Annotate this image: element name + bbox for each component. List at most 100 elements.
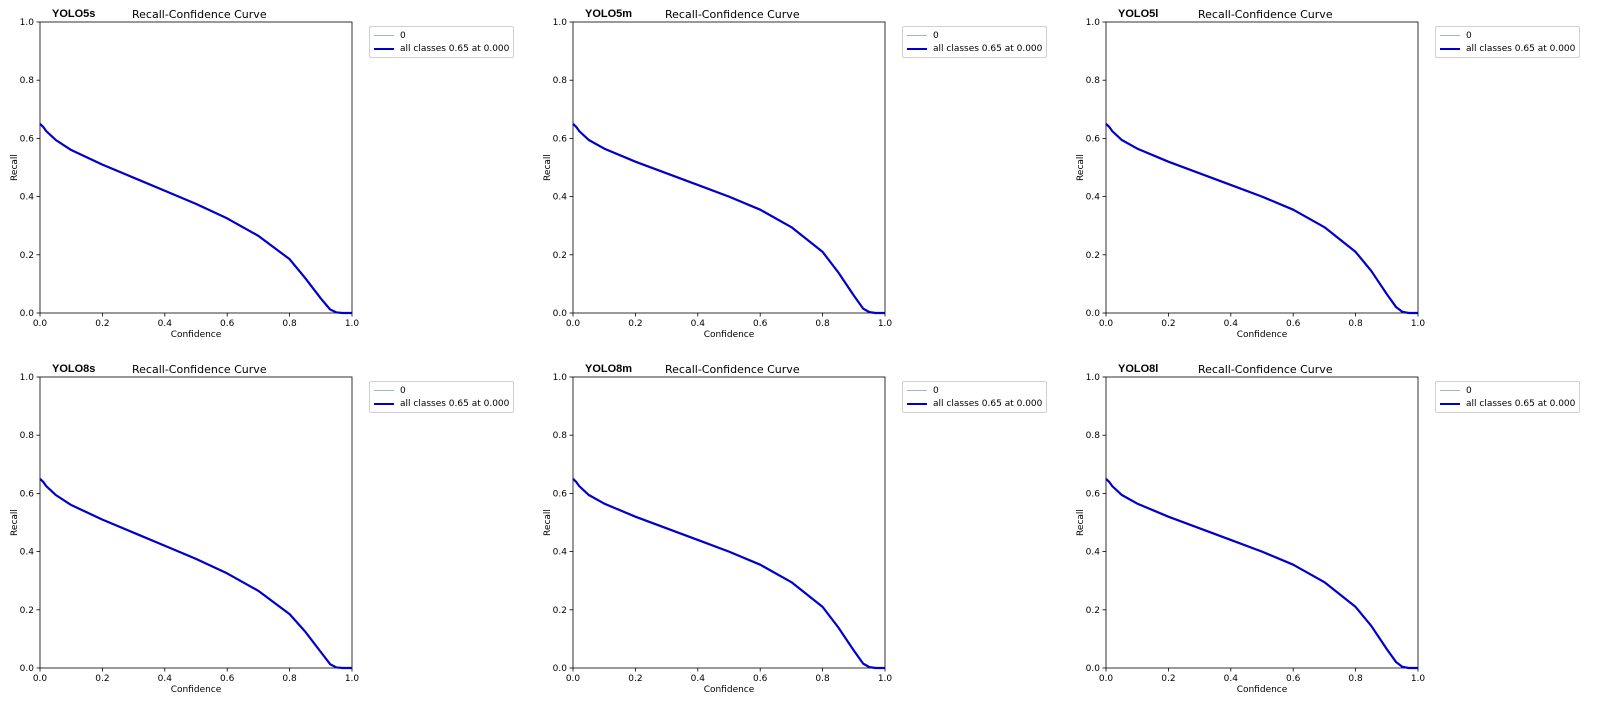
model-label: YOLO8m [585, 363, 633, 375]
legend-swatch [374, 35, 394, 36]
series-0-line [572, 478, 885, 669]
y-tick-label: 0.2 [553, 606, 567, 616]
y-tick-label: 0.6 [553, 134, 568, 144]
y-tick-label: 0.4 [1086, 193, 1101, 203]
series-all-classes-line [1105, 123, 1418, 315]
series-0-line [1105, 123, 1418, 314]
legend-swatch [907, 35, 927, 36]
y-tick-label: 0.6 [20, 489, 35, 499]
y-tick-label: 0.4 [20, 193, 35, 203]
series-all-classes-line [39, 123, 352, 315]
legend-item: all classes 0.65 at 0.000 [907, 42, 1042, 55]
y-tick-label: 1.0 [553, 18, 568, 28]
x-tick-label: 0.2 [95, 674, 109, 684]
legend-label: 0 [400, 30, 406, 41]
series-0-line [39, 478, 352, 669]
y-axis-title: Recall [1076, 509, 1086, 536]
legend-swatch [374, 47, 394, 50]
x-tick-label: 0.2 [95, 319, 109, 329]
legend-swatch [1440, 402, 1460, 405]
x-axis-title: Confidence [704, 330, 755, 340]
legend-label: all classes 0.65 at 0.000 [400, 43, 510, 54]
x-tick-label: 0.0 [566, 674, 581, 684]
y-tick-label: 0.6 [1086, 489, 1101, 499]
legend-item: all classes 0.65 at 0.000 [1440, 397, 1575, 410]
x-tick-label: 0.4 [1224, 319, 1239, 329]
x-axis-title: Confidence [171, 330, 222, 340]
x-axis-title: Confidence [1237, 685, 1288, 695]
x-tick-label: 1.0 [345, 319, 360, 329]
y-tick-label: 0.8 [553, 431, 568, 441]
y-tick-label: 1.0 [553, 373, 568, 383]
y-tick-label: 1.0 [20, 373, 35, 383]
y-tick-label: 1.0 [1086, 373, 1101, 383]
legend-swatch [907, 47, 927, 50]
legend-item: 0 [1440, 29, 1575, 42]
x-tick-label: 0.6 [220, 674, 235, 684]
x-tick-label: 0.6 [753, 319, 768, 329]
y-tick-label: 0.0 [553, 664, 568, 674]
legend: 0 all classes 0.65 at 0.000 [902, 381, 1048, 413]
x-tick-label: 0.6 [1286, 674, 1301, 684]
x-tick-label: 0.4 [158, 674, 173, 684]
y-tick-label: 0.2 [20, 251, 34, 261]
x-tick-label: 0.2 [1161, 319, 1175, 329]
chart-title: Recall-Confidence Curve [1198, 363, 1333, 376]
legend-item: all classes 0.65 at 0.000 [907, 397, 1042, 410]
chart-title: Recall-Confidence Curve [132, 8, 267, 21]
x-tick-label: 0.8 [1348, 674, 1363, 684]
series-0-line [572, 123, 885, 314]
plot-area: 0.0 0.2 0.4 0.6 0.8 1.0 0.0 0.2 0.4 0.6 0.8 1.0 Conf… [10, 373, 359, 695]
axes-frame [572, 376, 886, 669]
chart-panel: YOLO8l Recall-Confidence Curve 0.0 0.2 0.4 0.… [1066, 355, 1599, 710]
y-tick-label: 0.0 [1086, 309, 1101, 319]
y-tick-label: 0.0 [20, 664, 35, 674]
legend-label: all classes 0.65 at 0.000 [400, 398, 510, 409]
x-tick-label: 0.8 [282, 674, 297, 684]
chart-panel: YOLO5m Recall-Confidence Curve 0.0 0.2 0.4 0.… [533, 0, 1066, 355]
legend-item: all classes 0.65 at 0.000 [374, 42, 509, 55]
y-tick-label: 0.4 [20, 548, 35, 558]
plot-area: 0.0 0.2 0.4 0.6 0.8 1.0 0.0 0.2 0.4 0.6 0.8 1.0 Conf… [10, 18, 360, 340]
legend-swatch [1440, 390, 1460, 391]
legend-swatch [374, 402, 394, 405]
y-tick-label: 0.2 [1086, 251, 1100, 261]
x-tick-label: 1.0 [878, 674, 893, 684]
model-label: YOLO5m [585, 8, 633, 20]
series-0-line [1105, 478, 1418, 669]
chart-title: Recall-Confidence Curve [132, 363, 267, 376]
x-tick-label: 0.8 [282, 319, 297, 329]
x-tick-label: 0.4 [691, 319, 706, 329]
legend-label: all classes 0.65 at 0.000 [1466, 398, 1576, 409]
series-0-line [39, 123, 352, 314]
x-tick-label: 0.0 [33, 674, 48, 684]
legend-label: all classes 0.65 at 0.000 [933, 43, 1043, 54]
legend-item: 0 [907, 384, 1042, 397]
x-axis-title: Confidence [704, 685, 755, 695]
plot-area: 0.0 0.2 0.4 0.6 0.8 1.0 0.0 0.2 0.4 0.6 0.8 1.0 Conf… [1076, 18, 1425, 340]
y-tick-label: 0.0 [1086, 664, 1101, 674]
legend-swatch [907, 390, 927, 391]
y-tick-label: 0.8 [20, 431, 35, 441]
x-tick-label: 0.6 [753, 674, 768, 684]
x-tick-label: 1.0 [1411, 674, 1426, 684]
legend: 0 all classes 0.65 at 0.000 [902, 26, 1048, 58]
x-tick-label: 0.4 [691, 674, 706, 684]
model-label: YOLO8s [52, 363, 96, 375]
y-tick-label: 0.6 [553, 489, 568, 499]
series-all-classes-line [1105, 478, 1418, 670]
chart-title: Recall-Confidence Curve [665, 8, 800, 21]
legend-item: 0 [1440, 384, 1575, 397]
chart-panel: YOLO5l Recall-Confidence Curve 0.0 0.2 0.4 0.… [1066, 0, 1599, 355]
x-tick-label: 0.0 [33, 319, 48, 329]
chart-panel: YOLO5s Recall-Confidence Curve 0.0 0.2 0.4 0.… [0, 0, 533, 355]
plot-area: 0.0 0.2 0.4 0.6 0.8 1.0 0.0 0.2 0.4 0.6 0.8 1.0 Conf… [543, 373, 893, 695]
model-label: YOLO5l [1118, 8, 1159, 20]
y-axis-title: Recall [543, 154, 553, 181]
legend-swatch [907, 402, 927, 405]
y-tick-label: 0.8 [553, 76, 568, 86]
series-all-classes-line [572, 478, 885, 670]
legend-item: 0 [907, 29, 1042, 42]
plot-area: 0.0 0.2 0.4 0.6 0.8 1.0 0.0 0.2 0.4 0.6 0.8 1.0 Conf… [543, 18, 892, 340]
